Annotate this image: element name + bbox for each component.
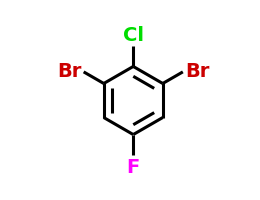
Text: Br: Br	[185, 62, 209, 81]
Text: Br: Br	[57, 62, 82, 81]
Text: F: F	[127, 157, 140, 176]
Text: Cl: Cl	[123, 26, 144, 45]
